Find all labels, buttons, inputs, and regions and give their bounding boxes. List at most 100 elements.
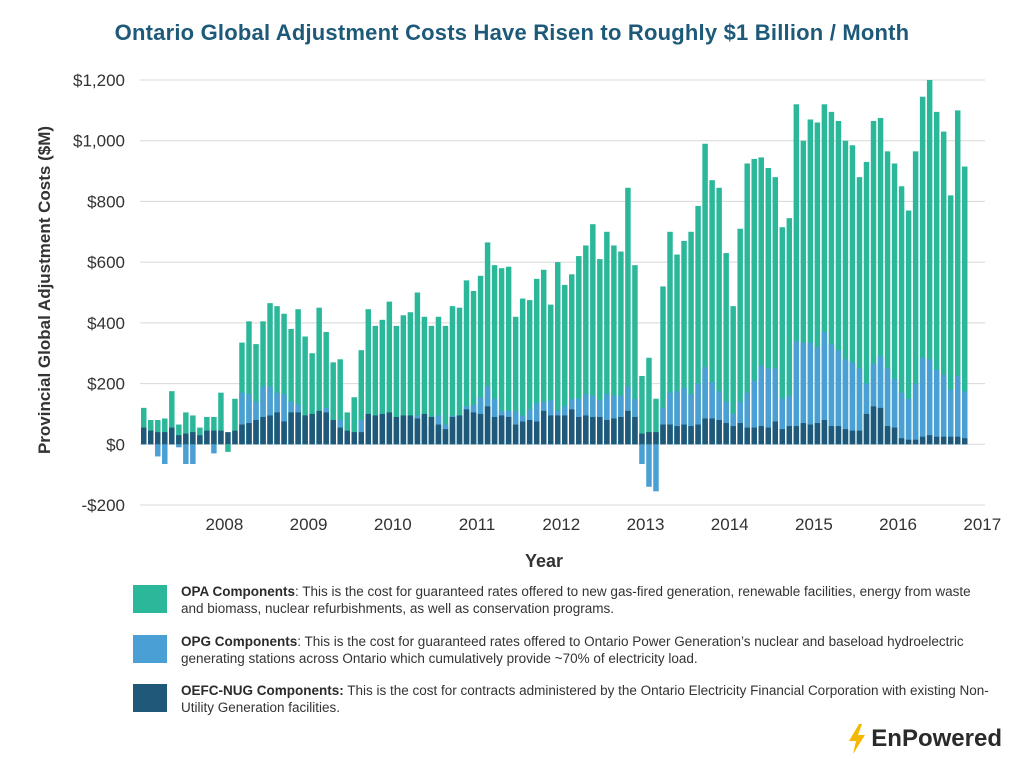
- x-axis-ticks: 2008 2009 2010 2011 2012 2013 2014 2015 2016 2017: [205, 515, 1001, 534]
- bar-segment-opa: [723, 253, 729, 445]
- bar-segment-opa: [246, 321, 252, 445]
- bar-segment-oefc: [842, 429, 849, 445]
- bar-segment-opg: [807, 342, 814, 445]
- bar-segment-opa: [449, 306, 456, 445]
- bar-segment-opa: [295, 309, 301, 445]
- bar-segment-oefc: [274, 412, 280, 445]
- bar-segment-opg: [891, 379, 898, 445]
- bar-segment-oefc: [414, 418, 421, 445]
- bar-segment-opa: [821, 104, 828, 445]
- lightning-bolt-icon: [849, 724, 866, 754]
- bar-segment-oefc: [309, 413, 315, 445]
- bar-segment-oefc: [688, 426, 694, 445]
- bar-segment-opa: [372, 325, 379, 445]
- bar-segment-oefc: [716, 420, 722, 445]
- bar-segment-opa: [477, 275, 484, 445]
- bar-segment-opa: [547, 304, 554, 445]
- bar-segment-opa: [779, 227, 786, 445]
- bar-segment-opg: [260, 386, 266, 445]
- legend-text-oefc: OEFC-NUG Components: This is the cost fo…: [181, 682, 993, 716]
- bar-segment-opa: [611, 245, 617, 445]
- bar-segment-oefc: [204, 430, 210, 445]
- bar-segment-oefc: [632, 416, 638, 445]
- bar-segment-oefc: [547, 415, 554, 445]
- y-tick-label: $400: [87, 314, 125, 333]
- bar-segment-opa: [583, 245, 589, 445]
- bar-segment-oefc: [737, 423, 743, 445]
- bar-segment-opa: [933, 111, 940, 445]
- bar-segment-opa: [912, 151, 919, 445]
- bar-segment-opg: [709, 382, 715, 445]
- bar-segment-oefc: [281, 421, 287, 445]
- bar-segment-opg: [962, 391, 968, 445]
- bar-segment-oefc: [646, 432, 652, 445]
- bar-segment-oefc: [653, 432, 659, 445]
- bar-segment-opg: [779, 398, 786, 445]
- bar-segment-opg: [856, 368, 863, 445]
- bar-segment-opa: [688, 231, 694, 445]
- bar-segment-oefc: [477, 413, 484, 445]
- y-axis-label: Provincial Global Adjustment Costs ($M): [35, 126, 54, 454]
- bar-segment-opa: [569, 274, 575, 445]
- bar-segment-opa: [954, 110, 961, 445]
- bar-segment-oefc: [435, 424, 442, 445]
- bar-segment-opa: [484, 242, 491, 445]
- bar-segment-opa: [386, 301, 393, 445]
- legend-item-opa: OPA Components: This is the cost for gua…: [133, 583, 993, 617]
- bar-segment-oefc: [905, 439, 912, 445]
- legend-item-oefc: OEFC-NUG Components: This is the cost fo…: [133, 682, 993, 716]
- bar-segment-opa: [758, 157, 764, 445]
- bar-segment-oefc: [821, 420, 828, 445]
- bar-segment-oefc: [583, 415, 589, 445]
- brand-logo: EnPowered: [847, 724, 1002, 754]
- bar-segment-opg: [870, 363, 877, 445]
- bar-segment-oefc: [183, 433, 189, 445]
- bar-segment-opa: [141, 407, 147, 445]
- x-tick-label: 2014: [711, 515, 749, 534]
- bar-segment-opa: [695, 205, 701, 445]
- x-tick-label: 2015: [795, 515, 833, 534]
- bar-segment-opa: [365, 309, 372, 445]
- bar-segment-opa: [870, 120, 877, 445]
- bar-segment-oefc: [702, 418, 708, 445]
- bar-segment-opg: [877, 356, 884, 445]
- bar-segment-oefc: [856, 430, 863, 445]
- bar-segment-oefc: [639, 433, 645, 445]
- brand-name: EnPowered: [871, 725, 1002, 752]
- bar-segment-opg: [162, 444, 168, 465]
- bar-segment-opg: [246, 394, 252, 445]
- y-tick-label: $0: [106, 435, 125, 454]
- bar-segment-opa: [323, 331, 329, 445]
- bar-segment-oefc: [744, 427, 750, 445]
- bar-segment-opa: [744, 163, 750, 445]
- bar-segment-opg: [842, 359, 849, 445]
- y-tick-label: $600: [87, 253, 125, 272]
- bar-segment-opg: [674, 391, 680, 445]
- bar-segment-opa: [639, 375, 645, 445]
- legend-name: OPG Components: [181, 634, 298, 649]
- legend-item-opg: OPG Components: This is the cost for gua…: [133, 633, 993, 667]
- bar-segment-opa: [653, 398, 659, 445]
- bar-segment-oefc: [393, 416, 400, 445]
- bar-segment-opg: [800, 342, 807, 445]
- x-tick-label: 2017: [963, 515, 1001, 534]
- bar-segment-opg: [919, 357, 926, 445]
- bar-segment-oefc: [505, 416, 512, 445]
- bar-segment-opg: [639, 444, 645, 465]
- bar-segment-oefc: [330, 420, 336, 445]
- bar-segment-opa: [667, 231, 673, 445]
- bar-segment-opg: [926, 359, 933, 445]
- bar-segment-oefc: [295, 412, 301, 445]
- bar-segment-oefc: [562, 415, 568, 445]
- bar-segment-opg: [814, 347, 821, 445]
- bar-segment-opa: [533, 278, 540, 445]
- bar-segment-opa: [232, 398, 238, 445]
- bar-segment-oefc: [877, 407, 884, 445]
- bar-segment-opa: [253, 344, 259, 445]
- bar-segment-oefc: [232, 430, 238, 445]
- bar-segment-oefc: [253, 420, 259, 445]
- bar-segment-opa: [660, 286, 666, 445]
- bar-segment-oefc: [940, 436, 947, 445]
- legend-swatch-oefc: [133, 684, 167, 712]
- bar-segment-oefc: [386, 412, 393, 445]
